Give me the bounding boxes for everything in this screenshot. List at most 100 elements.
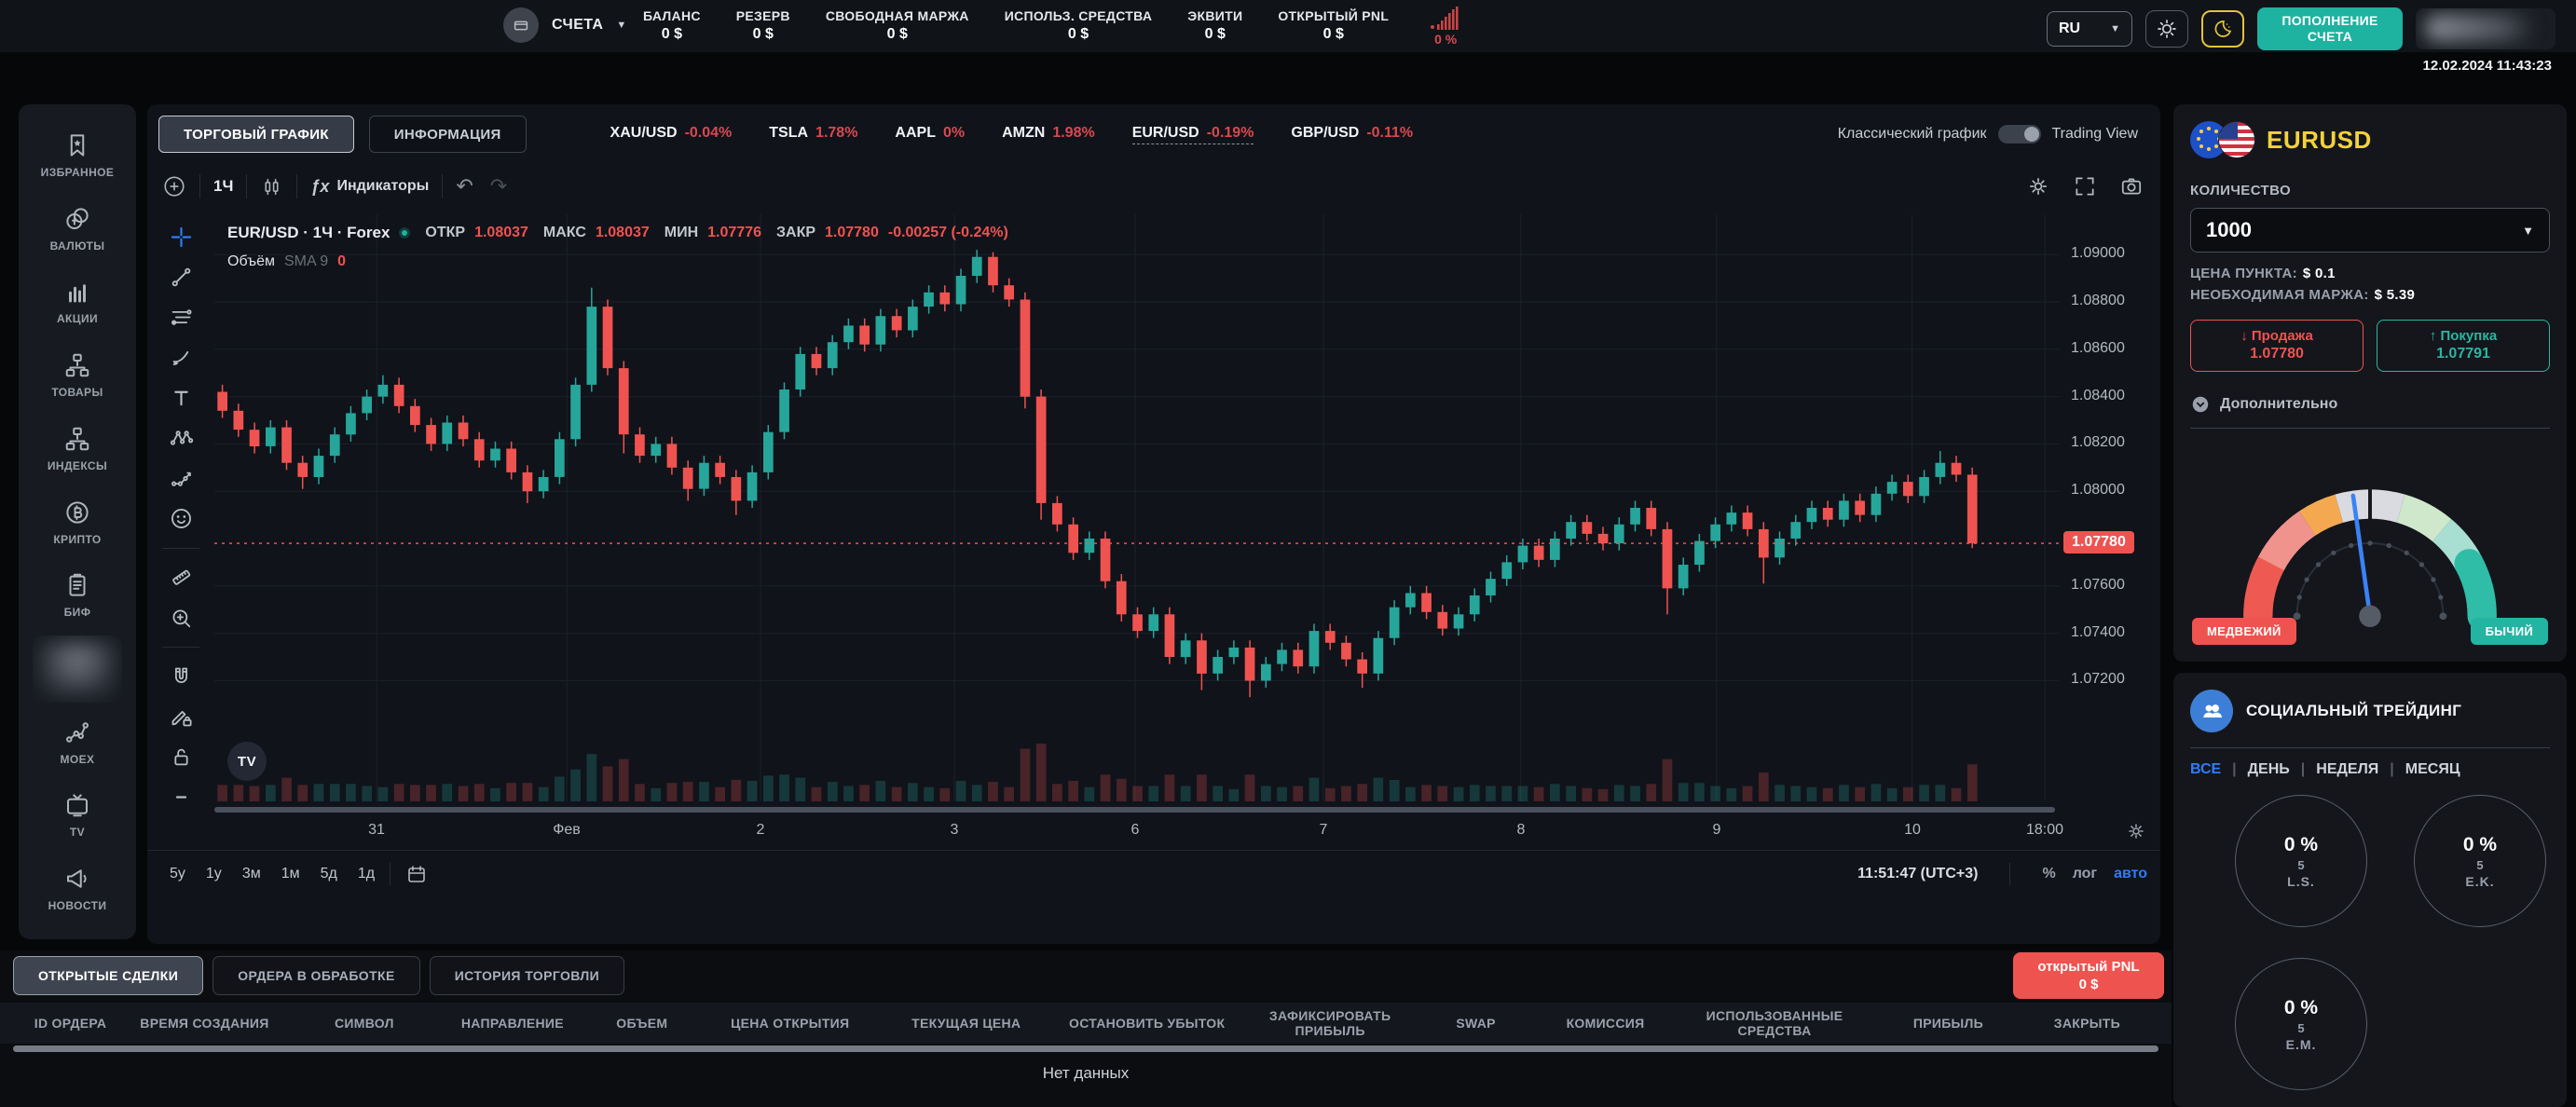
range-1у[interactable]: 1у — [205, 865, 222, 882]
fullscreen-icon[interactable] — [2073, 174, 2097, 198]
time-axis[interactable]: 31 Фев 2 3 6 7 8 9 10 18:00 — [214, 818, 2063, 846]
range-5д[interactable]: 5д — [320, 865, 337, 882]
margin-label: НЕОБХОДИМАЯ МАРЖА: — [2190, 287, 2369, 303]
tradingview-logo[interactable]: TV — [227, 742, 267, 781]
light-theme-button[interactable] — [2145, 10, 2188, 48]
tool-parallel-channel[interactable] — [165, 304, 197, 330]
trader-E.M.[interactable]: 0 % 5 E.M. — [2235, 958, 2367, 1090]
ticker-AAPL[interactable]: AAPL 0% — [895, 125, 965, 144]
sidebar-item-9[interactable]: TV — [26, 782, 129, 850]
undo-button[interactable]: ↶ — [456, 174, 473, 198]
ticker-EUR/USD[interactable]: EUR/USD -0.19% — [1131, 125, 1254, 144]
range-5у[interactable]: 5у — [170, 865, 185, 882]
tool-text[interactable] — [165, 385, 197, 411]
account-name-blurred[interactable] — [2416, 8, 2555, 49]
magnet-icon — [174, 667, 187, 683]
tool-brush[interactable] — [165, 345, 197, 371]
ticker-XAU/USD[interactable]: XAU/USD -0.04% — [610, 125, 733, 144]
buy-button[interactable]: ↑ Покупка 1.07791 — [2377, 320, 2550, 372]
gear-icon[interactable] — [2026, 174, 2050, 198]
deposit-button[interactable]: ПОПОЛНЕНИЕ СЧЕТА — [2257, 7, 2403, 50]
percent-scale-button[interactable]: % — [2042, 865, 2056, 882]
tab-information[interactable]: ИНФОРМАЦИЯ — [368, 116, 527, 153]
tool-forecast[interactable] — [165, 465, 197, 491]
stat-label: ОТКРЫТЫЙ PNL — [1278, 8, 1390, 24]
sidebar-item-2[interactable]: АКЦИИ — [26, 267, 129, 335]
tab-trading-chart[interactable]: ТОРГОВЫЙ ГРАФИК — [158, 116, 354, 153]
sidebar-item-6[interactable]: БИФ — [26, 561, 129, 629]
column-header: НАПРАВЛЕНИЕ — [460, 1015, 564, 1031]
trader-initials: E.K. — [2465, 873, 2495, 889]
coins-icon — [66, 207, 89, 229]
redo-button[interactable]: ↷ — [489, 174, 508, 198]
sell-button[interactable]: ↓ Продажа 1.07780 — [2190, 320, 2364, 372]
range-3м[interactable]: 3м — [241, 865, 261, 882]
ticker-GBP/USD[interactable]: GBP/USD -0.11% — [1291, 125, 1413, 144]
time-tick: Фев — [553, 822, 581, 838]
sidebar-item-5[interactable]: КРИПТО — [26, 488, 129, 556]
chart-type-switch[interactable] — [1997, 125, 2041, 144]
sidebar-item-label: АКЦИИ — [56, 312, 98, 326]
tool-trend-line[interactable] — [165, 264, 197, 290]
stat-value: 0 $ — [752, 25, 774, 42]
trader-L.S.[interactable]: 0 % 5 L.S. — [2235, 795, 2367, 927]
timeframe-button[interactable]: 1Ч — [213, 177, 234, 195]
trades-tab-2[interactable]: ИСТОРИЯ ТОРГОВЛИ — [429, 956, 625, 995]
axis-settings-button[interactable] — [2125, 820, 2147, 847]
price-tick: 1.08600 — [2071, 340, 2125, 356]
instrument-sidebar: ИЗБРАННОЕ ВАЛЮТЫ АКЦИИ ТОВАРЫ ИНДЕКСЫ КР… — [19, 104, 136, 939]
price-axis[interactable]: 1.09000 1.08800 1.08600 1.08400 1.08200 1.080… — [2060, 214, 2160, 801]
tool-ruler[interactable] — [165, 565, 197, 591]
sidebar-item-4[interactable]: ИНДЕКСЫ — [26, 415, 129, 483]
go-to-date-button[interactable] — [405, 863, 428, 885]
range-1м[interactable]: 1м — [281, 865, 300, 882]
sidebar-item-blurred[interactable] — [26, 635, 129, 703]
tool-magnet[interactable] — [165, 663, 197, 690]
quantity-select[interactable]: 1000 ▼ — [2190, 208, 2550, 253]
chart-scrollbar[interactable] — [214, 807, 2055, 813]
tool-zoom-in[interactable] — [165, 605, 197, 631]
auto-scale-button[interactable]: авто — [2114, 865, 2147, 882]
sidebar-item-1[interactable]: ВАЛЮТЫ — [26, 195, 129, 263]
tool-drawing-lock[interactable] — [165, 704, 197, 730]
sidebar-item-8[interactable]: МОЕХ — [26, 708, 129, 776]
language-select[interactable]: RU ▼ — [2047, 11, 2132, 47]
ticker-AMZN[interactable]: AMZN 1.98% — [1002, 125, 1095, 144]
tool-crosshair[interactable] — [165, 224, 197, 250]
camera-icon[interactable] — [2119, 174, 2144, 198]
log-scale-button[interactable]: лог — [2072, 865, 2098, 882]
stat-label: ЭКВИТИ — [1187, 8, 1243, 24]
sidebar-item-label: ВАЛЮТЫ — [49, 239, 105, 253]
chart-scale-controls: 11:51:47 (UTC+3) % лог авто — [1857, 862, 2147, 885]
sidebar-item-3[interactable]: ТОВАРЫ — [26, 341, 129, 409]
table-scrollbar[interactable] — [13, 1046, 2158, 1052]
indicators-button[interactable]: ƒx Индикаторы — [310, 177, 429, 197]
tool-hide-toolbar[interactable] — [165, 785, 197, 811]
trades-tab-1[interactable]: ОРДЕРА В ОБРАБОТКЕ — [212, 956, 420, 995]
trades-tab-0[interactable]: ОТКРЫТЫЕ СДЕЛКИ — [13, 956, 204, 995]
filter-НЕДЕЛЯ[interactable]: НЕДЕЛЯ — [2316, 761, 2379, 777]
add-symbol-button[interactable] — [162, 174, 186, 198]
range-1д[interactable]: 1д — [357, 865, 376, 882]
filter-ВСЕ[interactable]: ВСЕ — [2190, 761, 2222, 777]
chart-style-button[interactable] — [260, 175, 283, 198]
high-label: МАКС — [542, 225, 586, 240]
additional-toggle[interactable]: Дополнительно — [2190, 394, 2550, 415]
filter-ДЕНЬ[interactable]: ДЕНЬ — [2247, 761, 2290, 777]
chart-clock[interactable]: 11:51:47 (UTC+3) — [1857, 865, 1979, 882]
stat-value: 0 $ — [1204, 25, 1226, 42]
sidebar-item-10[interactable]: НОВОСТИ — [26, 854, 129, 922]
sidebar-item-0[interactable]: ИЗБРАННОЕ — [26, 121, 129, 189]
accounts-menu[interactable]: СЧЕТА ▼ — [503, 7, 626, 43]
chart-toolbar: 1Ч ƒx Индикаторы ↶ ↷ — [147, 162, 2160, 211]
chart-plot-area[interactable]: EUR/USD · 1Ч · Forex ОТКР 1.08037 МАКС 1.0… — [214, 214, 2060, 801]
tool-emoji[interactable] — [165, 506, 197, 532]
sidebar-item-label: КРИПТО — [53, 532, 102, 546]
tool-xabcd-pattern[interactable] — [165, 425, 197, 451]
ticker-TSLA[interactable]: TSLA 1.78% — [769, 125, 857, 144]
social-title: СОЦИАЛЬНЫЙ ТРЕЙДИНГ — [2246, 702, 2462, 719]
dark-theme-button[interactable] — [2201, 10, 2244, 48]
filter-МЕСЯЦ[interactable]: МЕСЯЦ — [2405, 761, 2460, 777]
trader-E.K.[interactable]: 0 % 5 E.K. — [2414, 795, 2546, 927]
tool-lock-all[interactable] — [165, 744, 197, 770]
